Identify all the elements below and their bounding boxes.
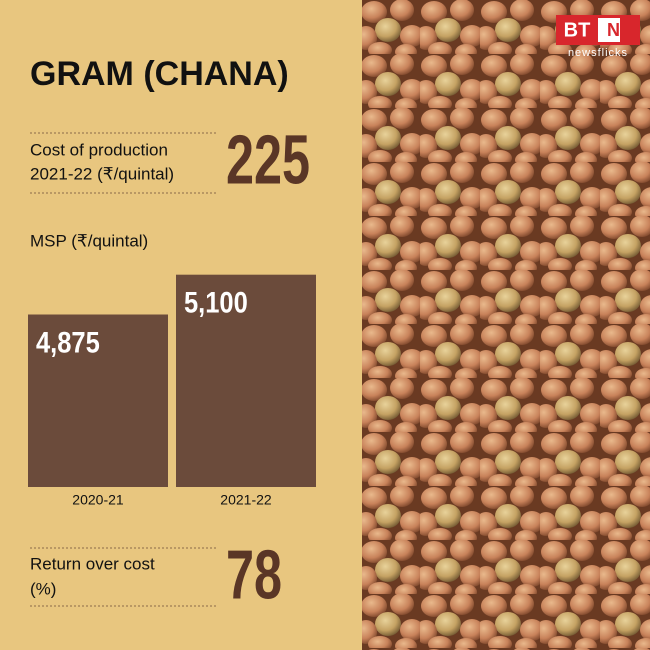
axis-title: MSP (₹/quintal) xyxy=(30,231,148,250)
stat-value: 225 xyxy=(226,120,310,198)
x-tick-label: 2020-21 xyxy=(72,492,124,508)
logo-inner xyxy=(598,18,620,42)
logo: BT NF newsflicks xyxy=(556,15,640,59)
title: GRAM (CHANA) xyxy=(30,55,289,93)
logo-text: NF xyxy=(607,20,631,40)
x-tick-label: 2021-22 xyxy=(220,492,272,508)
logo-sub: newsflicks xyxy=(568,47,628,59)
stat-label: (%) xyxy=(30,579,56,598)
stat-label: 2021-22 (₹/quintal) xyxy=(30,164,174,183)
stat-value: 78 xyxy=(226,535,282,613)
stat-label: Return over cost xyxy=(30,554,155,573)
bar xyxy=(176,274,316,487)
bar xyxy=(28,314,168,487)
stat-label: Cost of production xyxy=(30,140,168,159)
value-label: 5,100 xyxy=(184,286,248,319)
logo-text: BT xyxy=(564,19,591,41)
photo xyxy=(362,0,650,650)
value-label: 4,875 xyxy=(36,325,100,358)
